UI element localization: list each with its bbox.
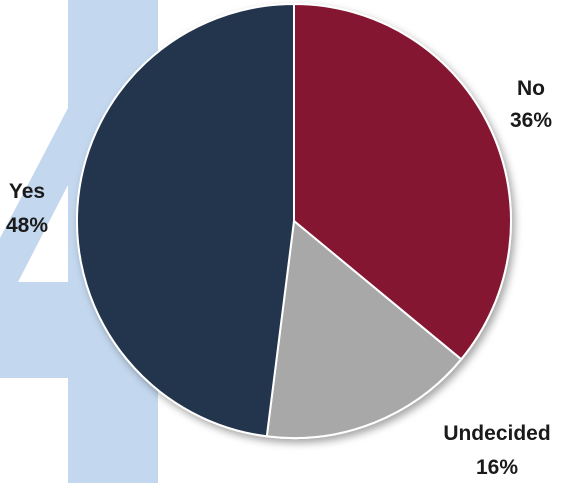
- slice-value-yes: 48%: [6, 214, 48, 237]
- slice-label-no: No: [517, 77, 545, 100]
- slice-label-undecided: Undecided: [443, 422, 550, 445]
- pie-slice-yes: [75, 2, 295, 438]
- pie-slice-no: [293, 2, 512, 361]
- pie-slice-undecided: [265, 219, 463, 439]
- slice-value-undecided: 16%: [476, 456, 518, 479]
- slice-label-yes: Yes: [9, 180, 45, 203]
- slice-value-no: 36%: [510, 109, 552, 132]
- pie-slices: [75, 2, 512, 439]
- pie-labels: No 36% Undecided 16% Yes 48%: [6, 77, 552, 479]
